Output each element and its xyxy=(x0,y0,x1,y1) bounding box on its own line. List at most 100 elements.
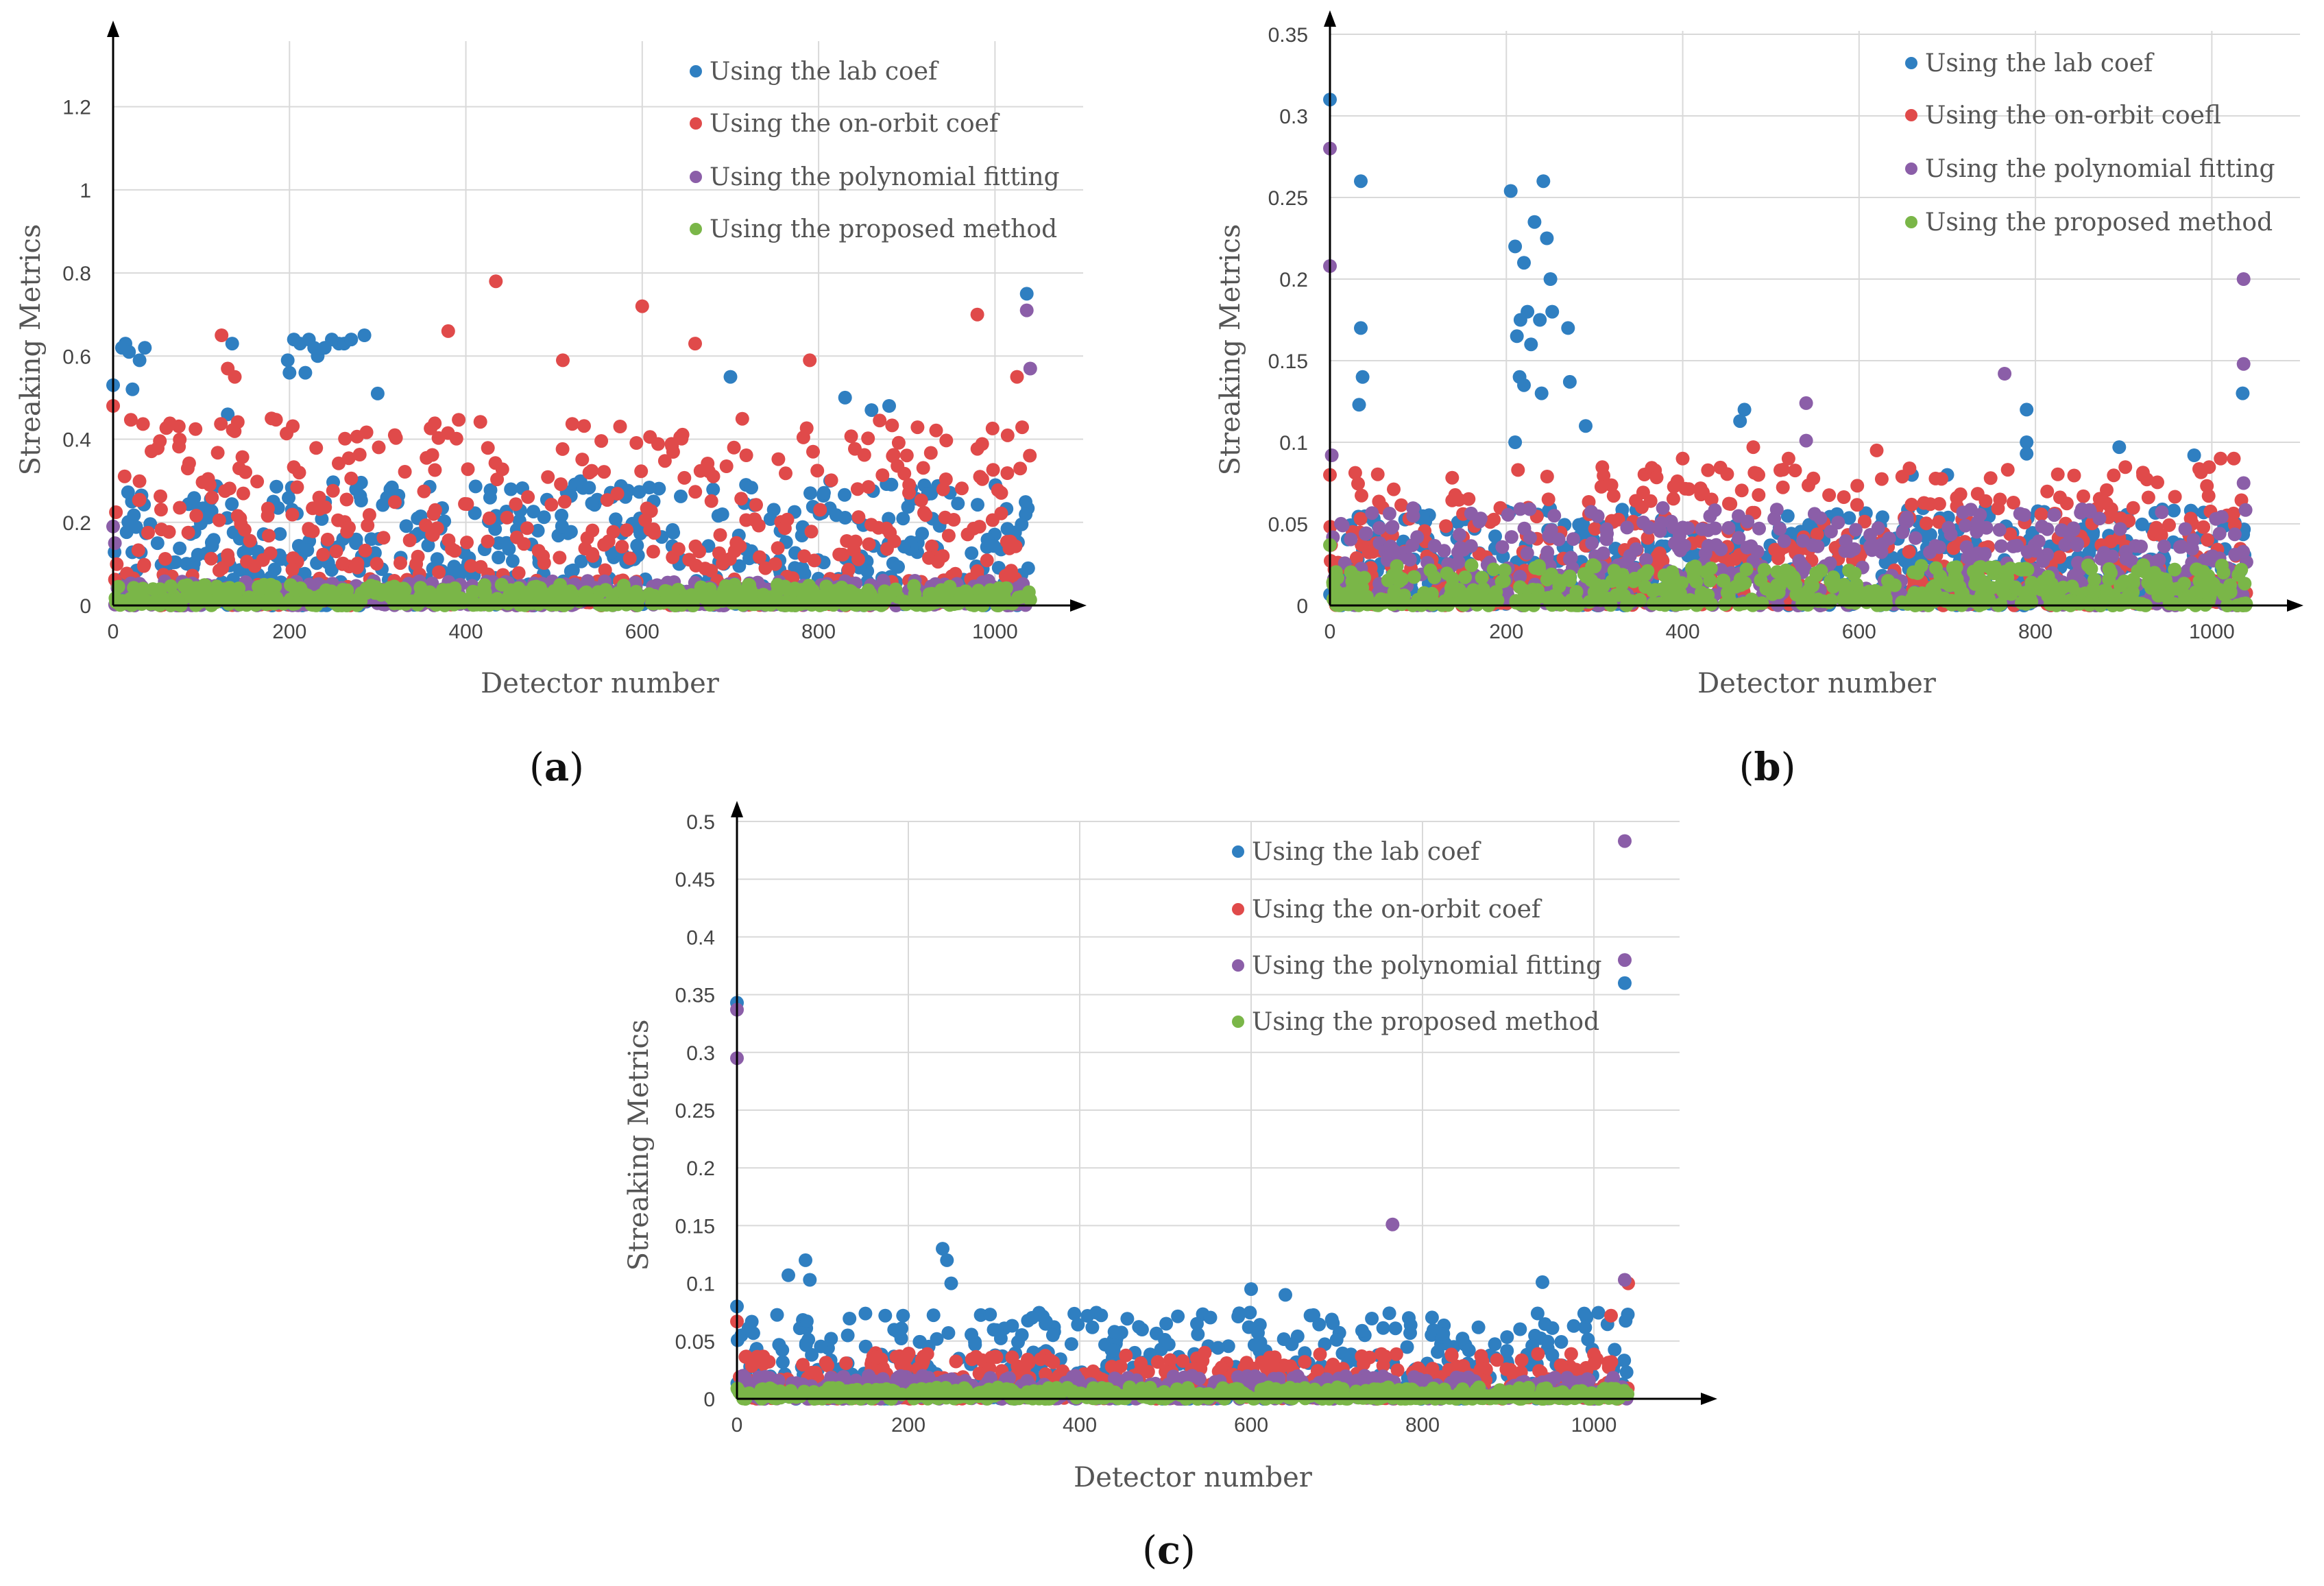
data-point-onorbit xyxy=(1541,492,1556,507)
x-tick-label: 0 xyxy=(108,621,119,643)
data-point-onorbit xyxy=(1935,472,1948,486)
data-point-lab xyxy=(364,532,378,546)
data-point-lab xyxy=(1232,1306,1246,1321)
data-point-onorbit xyxy=(2168,490,2182,504)
data-point-onorbit xyxy=(880,542,894,556)
data-point-onorbit xyxy=(555,442,570,456)
data-point-onorbit xyxy=(914,493,928,507)
data-point-lab xyxy=(1543,272,1558,286)
data-point-proposed xyxy=(465,584,480,599)
legend-marker-proposed xyxy=(1905,216,1917,228)
data-point-lab xyxy=(1503,184,1518,198)
data-point-proposed xyxy=(1772,579,1787,593)
data-point-onorbit xyxy=(520,521,534,536)
data-point-proposed xyxy=(149,597,163,611)
data-point-lab xyxy=(706,482,721,496)
data-point-onorbit xyxy=(1667,479,1681,494)
data-point-lab xyxy=(1540,231,1554,245)
x-axis-title: Detector number xyxy=(1697,668,1937,699)
x-tick-label: 400 xyxy=(1666,621,1700,643)
data-point-lab xyxy=(803,486,817,501)
data-point-lab xyxy=(965,546,979,560)
data-point-onorbit xyxy=(565,417,579,431)
data-point-lab xyxy=(878,1308,893,1323)
data-point-lab xyxy=(1382,1306,1396,1321)
data-point-poly xyxy=(2236,476,2251,490)
data-point-proposed xyxy=(952,593,967,607)
data-point-poly xyxy=(1752,521,1766,536)
data-point-onorbit xyxy=(309,441,324,455)
data-point-lab xyxy=(1780,509,1795,523)
data-point-poly xyxy=(1875,537,1889,551)
data-point-lab xyxy=(1425,1310,1439,1325)
data-point-proposed xyxy=(349,592,363,607)
data-point-proposed xyxy=(745,587,758,601)
axes xyxy=(107,21,1087,612)
data-point-onorbit xyxy=(239,465,252,479)
y-tick-label: 0.3 xyxy=(1279,106,1308,128)
data-point-proposed xyxy=(630,588,644,603)
data-point-onorbit xyxy=(394,556,407,570)
data-point-onorbit xyxy=(1857,514,1872,529)
data-point-onorbit xyxy=(704,564,718,578)
data-point-onorbit xyxy=(110,557,124,571)
data-point-onorbit xyxy=(634,464,649,479)
data-point-lab xyxy=(1354,174,1368,189)
data-point-lab xyxy=(1191,1327,1205,1341)
data-point-onorbit xyxy=(804,525,819,539)
data-point-proposed xyxy=(2087,573,2102,587)
data-point-onorbit xyxy=(214,417,228,431)
data-point-lab xyxy=(944,1276,958,1290)
data-point-proposed xyxy=(1809,566,1824,580)
data-point-onorbit xyxy=(1588,522,1602,536)
data-point-proposed xyxy=(1716,574,1730,588)
data-point-onorbit xyxy=(409,557,424,571)
data-point-onorbit xyxy=(342,520,356,535)
data-point-onorbit xyxy=(936,482,950,496)
data-point-lab xyxy=(858,1306,873,1321)
data-point-proposed xyxy=(1972,570,1986,585)
data-point-proposed xyxy=(616,579,631,592)
data-point-lab xyxy=(2135,517,2149,531)
data-point-lab xyxy=(1388,1321,1403,1336)
data-point-poly xyxy=(2105,549,2120,564)
data-point-onorbit xyxy=(1822,488,1837,503)
data-point-lab xyxy=(882,399,896,413)
data-point-onorbit xyxy=(629,436,644,450)
data-point-poly xyxy=(2134,540,2148,553)
data-point-lab xyxy=(1080,1309,1095,1323)
data-point-lab xyxy=(1107,1325,1122,1339)
data-point-onorbit xyxy=(256,553,270,567)
data-point-onorbit xyxy=(948,566,963,581)
data-point-lab xyxy=(370,386,385,400)
y-axis-arrow xyxy=(107,21,119,37)
data-point-poly xyxy=(1544,523,1558,538)
data-point-onorbit xyxy=(285,507,300,522)
data-point-lab xyxy=(121,485,135,499)
data-point-lab xyxy=(1462,1343,1476,1358)
data-point-onorbit xyxy=(2227,451,2241,466)
data-point-lab xyxy=(300,543,315,557)
data-point-proposed xyxy=(1895,595,1909,610)
data-point-proposed xyxy=(1887,578,1902,592)
data-point-lab xyxy=(1067,1306,1082,1321)
data-point-lab xyxy=(1312,1317,1327,1332)
data-point-onorbit xyxy=(202,478,217,492)
x-tick-label: 600 xyxy=(1842,621,1876,643)
data-point-poly xyxy=(1839,534,1853,548)
data-point-proposed xyxy=(2190,562,2203,577)
data-point-proposed xyxy=(2215,558,2229,573)
data-point-poly xyxy=(108,536,122,551)
data-point-onorbit xyxy=(671,542,686,556)
data-point-proposed xyxy=(1392,574,1407,588)
data-point-lab xyxy=(1455,1332,1470,1346)
data-point-onorbit xyxy=(646,544,660,559)
data-point-onorbit xyxy=(810,464,825,478)
data-point-lab xyxy=(173,541,187,555)
data-point-onorbit xyxy=(1723,497,1738,511)
data-point-proposed xyxy=(1390,559,1404,573)
data-point-lab xyxy=(770,1308,784,1322)
data-point-onorbit xyxy=(1752,468,1765,482)
data-point-onorbit xyxy=(862,537,876,551)
data-point-lab xyxy=(531,523,545,538)
